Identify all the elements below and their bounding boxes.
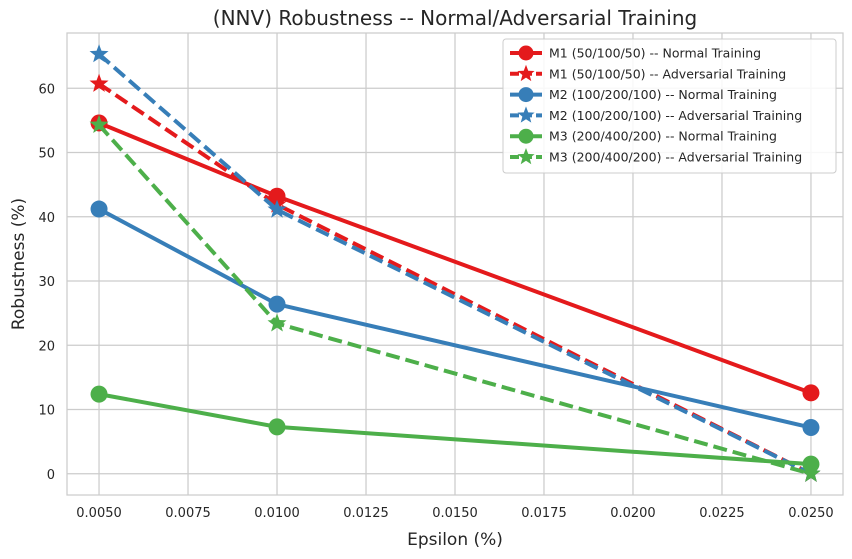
data-point [268, 418, 286, 436]
x-tick-label: 0.0250 [788, 506, 834, 521]
legend-marker [518, 128, 534, 144]
legend-marker [517, 106, 535, 123]
series-5 [90, 385, 820, 473]
data-point [267, 199, 287, 218]
legend-label: M3 (200/400/200) -- Normal Training [549, 129, 777, 144]
x-tick-label: 0.0125 [343, 506, 389, 521]
legend: M1 (50/100/50) -- Normal Training M1 (50/… [502, 38, 837, 174]
y-tick-label: 50 [38, 147, 55, 162]
legend-label: M1 (50/100/50) -- Adversarial Training [549, 66, 786, 81]
series-layer [89, 44, 821, 482]
legend-label: M3 (200/400/200) -- Adversarial Training [549, 150, 802, 165]
legend-item: M2 (100/200/100) -- Adversarial Training [510, 106, 802, 123]
y-tick-label: 10 [38, 404, 55, 419]
y-axis-label: Robustness (%) [9, 198, 29, 330]
legend-marker [518, 87, 534, 103]
x-tick-label: 0.0050 [76, 506, 122, 521]
x-axis-label: Epsilon (%) [407, 530, 503, 550]
legend-marker [517, 64, 535, 82]
y-tick-label: 30 [38, 275, 55, 290]
chart-title: (NNV) Robustness -- Normal/Adversarial T… [213, 6, 697, 30]
x-tick-label: 0.0075 [165, 506, 211, 521]
y-tick-label: 40 [38, 211, 55, 226]
legend-item: M3 (200/400/200) -- Normal Training [510, 128, 777, 144]
legend-marker [517, 148, 535, 165]
data-point [89, 114, 109, 133]
x-tick-label: 0.0100 [254, 506, 300, 521]
legend-label: M1 (50/100/50) -- Normal Training [549, 46, 761, 61]
series-6 [89, 114, 821, 482]
legend-item: M1 (50/100/50) -- Normal Training [510, 45, 761, 61]
data-point [89, 73, 109, 92]
data-point [267, 313, 287, 332]
x-tick-label: 0.0150 [432, 506, 478, 521]
y-tick-label: 20 [38, 339, 55, 354]
series-line [97, 52, 812, 476]
data-point [90, 200, 108, 218]
legend-label: M2 (100/200/100) -- Normal Training [549, 87, 777, 102]
data-point [802, 384, 820, 402]
legend-item: M3 (200/400/200) -- Adversarial Training [510, 148, 802, 165]
y-tick-label: 0 [47, 468, 55, 483]
x-tick-label: 0.0225 [699, 506, 745, 521]
y-tick-label: 60 [38, 82, 55, 97]
x-tick-label: 0.0200 [610, 506, 656, 521]
legend-frame [502, 38, 837, 174]
ticks: 0.0050 0.0075 0.0100 0.0125 0.0150 0.0175 0.02… [38, 82, 833, 521]
data-point [801, 463, 821, 482]
legend-item: M1 (50/100/50) -- Adversarial Training [510, 64, 786, 82]
legend-marker [518, 45, 534, 61]
data-point [802, 419, 820, 437]
x-tick-label: 0.0175 [521, 506, 567, 521]
data-point [90, 385, 108, 403]
data-point [89, 44, 109, 63]
data-point [268, 295, 286, 313]
legend-label: M2 (100/200/100) -- Adversarial Training [549, 108, 802, 123]
legend-item: M2 (100/200/100) -- Normal Training [510, 87, 777, 103]
